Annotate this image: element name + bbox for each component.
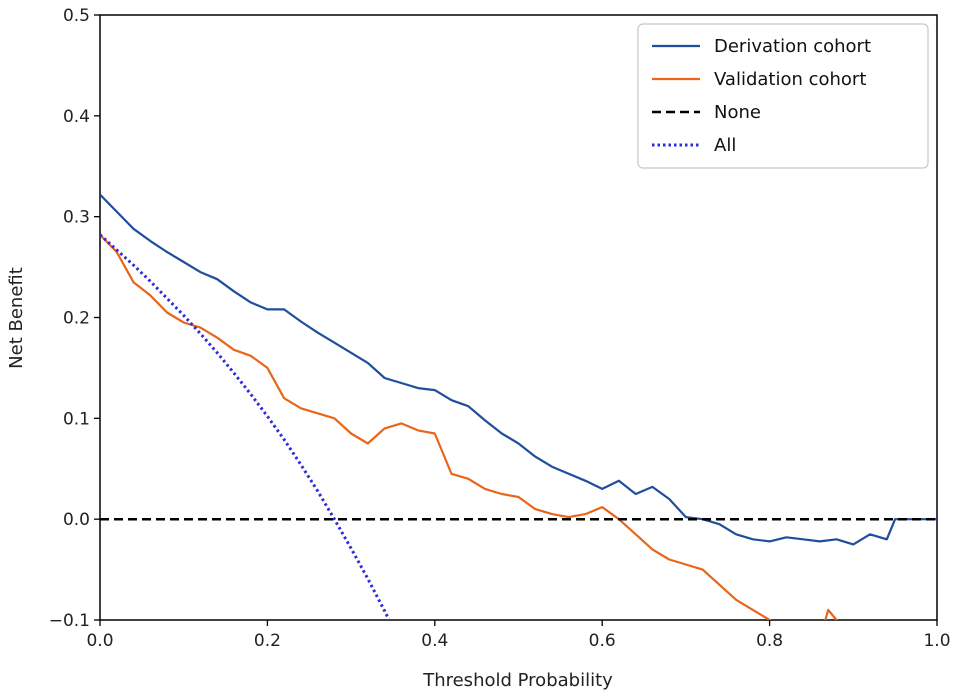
legend-validation-label: Validation cohort	[714, 69, 866, 90]
y-axis-ticks: −0.1 0.0 0.1 0.2 0.3 0.4 0.5	[49, 6, 100, 631]
y-tick-label: 0.0	[63, 510, 90, 530]
x-tick-label: 1.0	[923, 631, 950, 651]
y-tick-label: 0.5	[63, 6, 90, 26]
x-tick-label: 0.6	[589, 631, 616, 651]
legend-none-label: None	[714, 102, 761, 123]
y-tick-label: −0.1	[49, 611, 90, 631]
x-tick-label: 0.8	[756, 631, 783, 651]
derivation-cohort-line	[100, 193, 937, 546]
y-tick-label: 0.3	[63, 208, 90, 228]
series-group	[100, 193, 937, 620]
legend-all-label: All	[714, 135, 736, 156]
y-tick-label: 0.1	[63, 409, 90, 429]
legend: Derivation cohort Validation cohort None…	[637, 23, 929, 169]
validation-cohort-line	[100, 234, 839, 620]
x-tick-label: 0.2	[254, 631, 281, 651]
x-axis-ticks: 0.0 0.2 0.4 0.6 0.8 1.0	[86, 620, 951, 651]
x-tick-label: 0.0	[86, 631, 113, 651]
y-tick-label: 0.2	[63, 309, 90, 329]
y-tick-label: 0.4	[63, 107, 90, 127]
y-axis-label: Net Benefit	[6, 267, 27, 369]
all-reference-line	[100, 233, 391, 620]
x-tick-label: 0.4	[421, 631, 448, 651]
x-axis-label: Threshold Probability	[422, 670, 613, 691]
legend-derivation-label: Derivation cohort	[714, 36, 871, 57]
legend-box	[637, 23, 929, 169]
